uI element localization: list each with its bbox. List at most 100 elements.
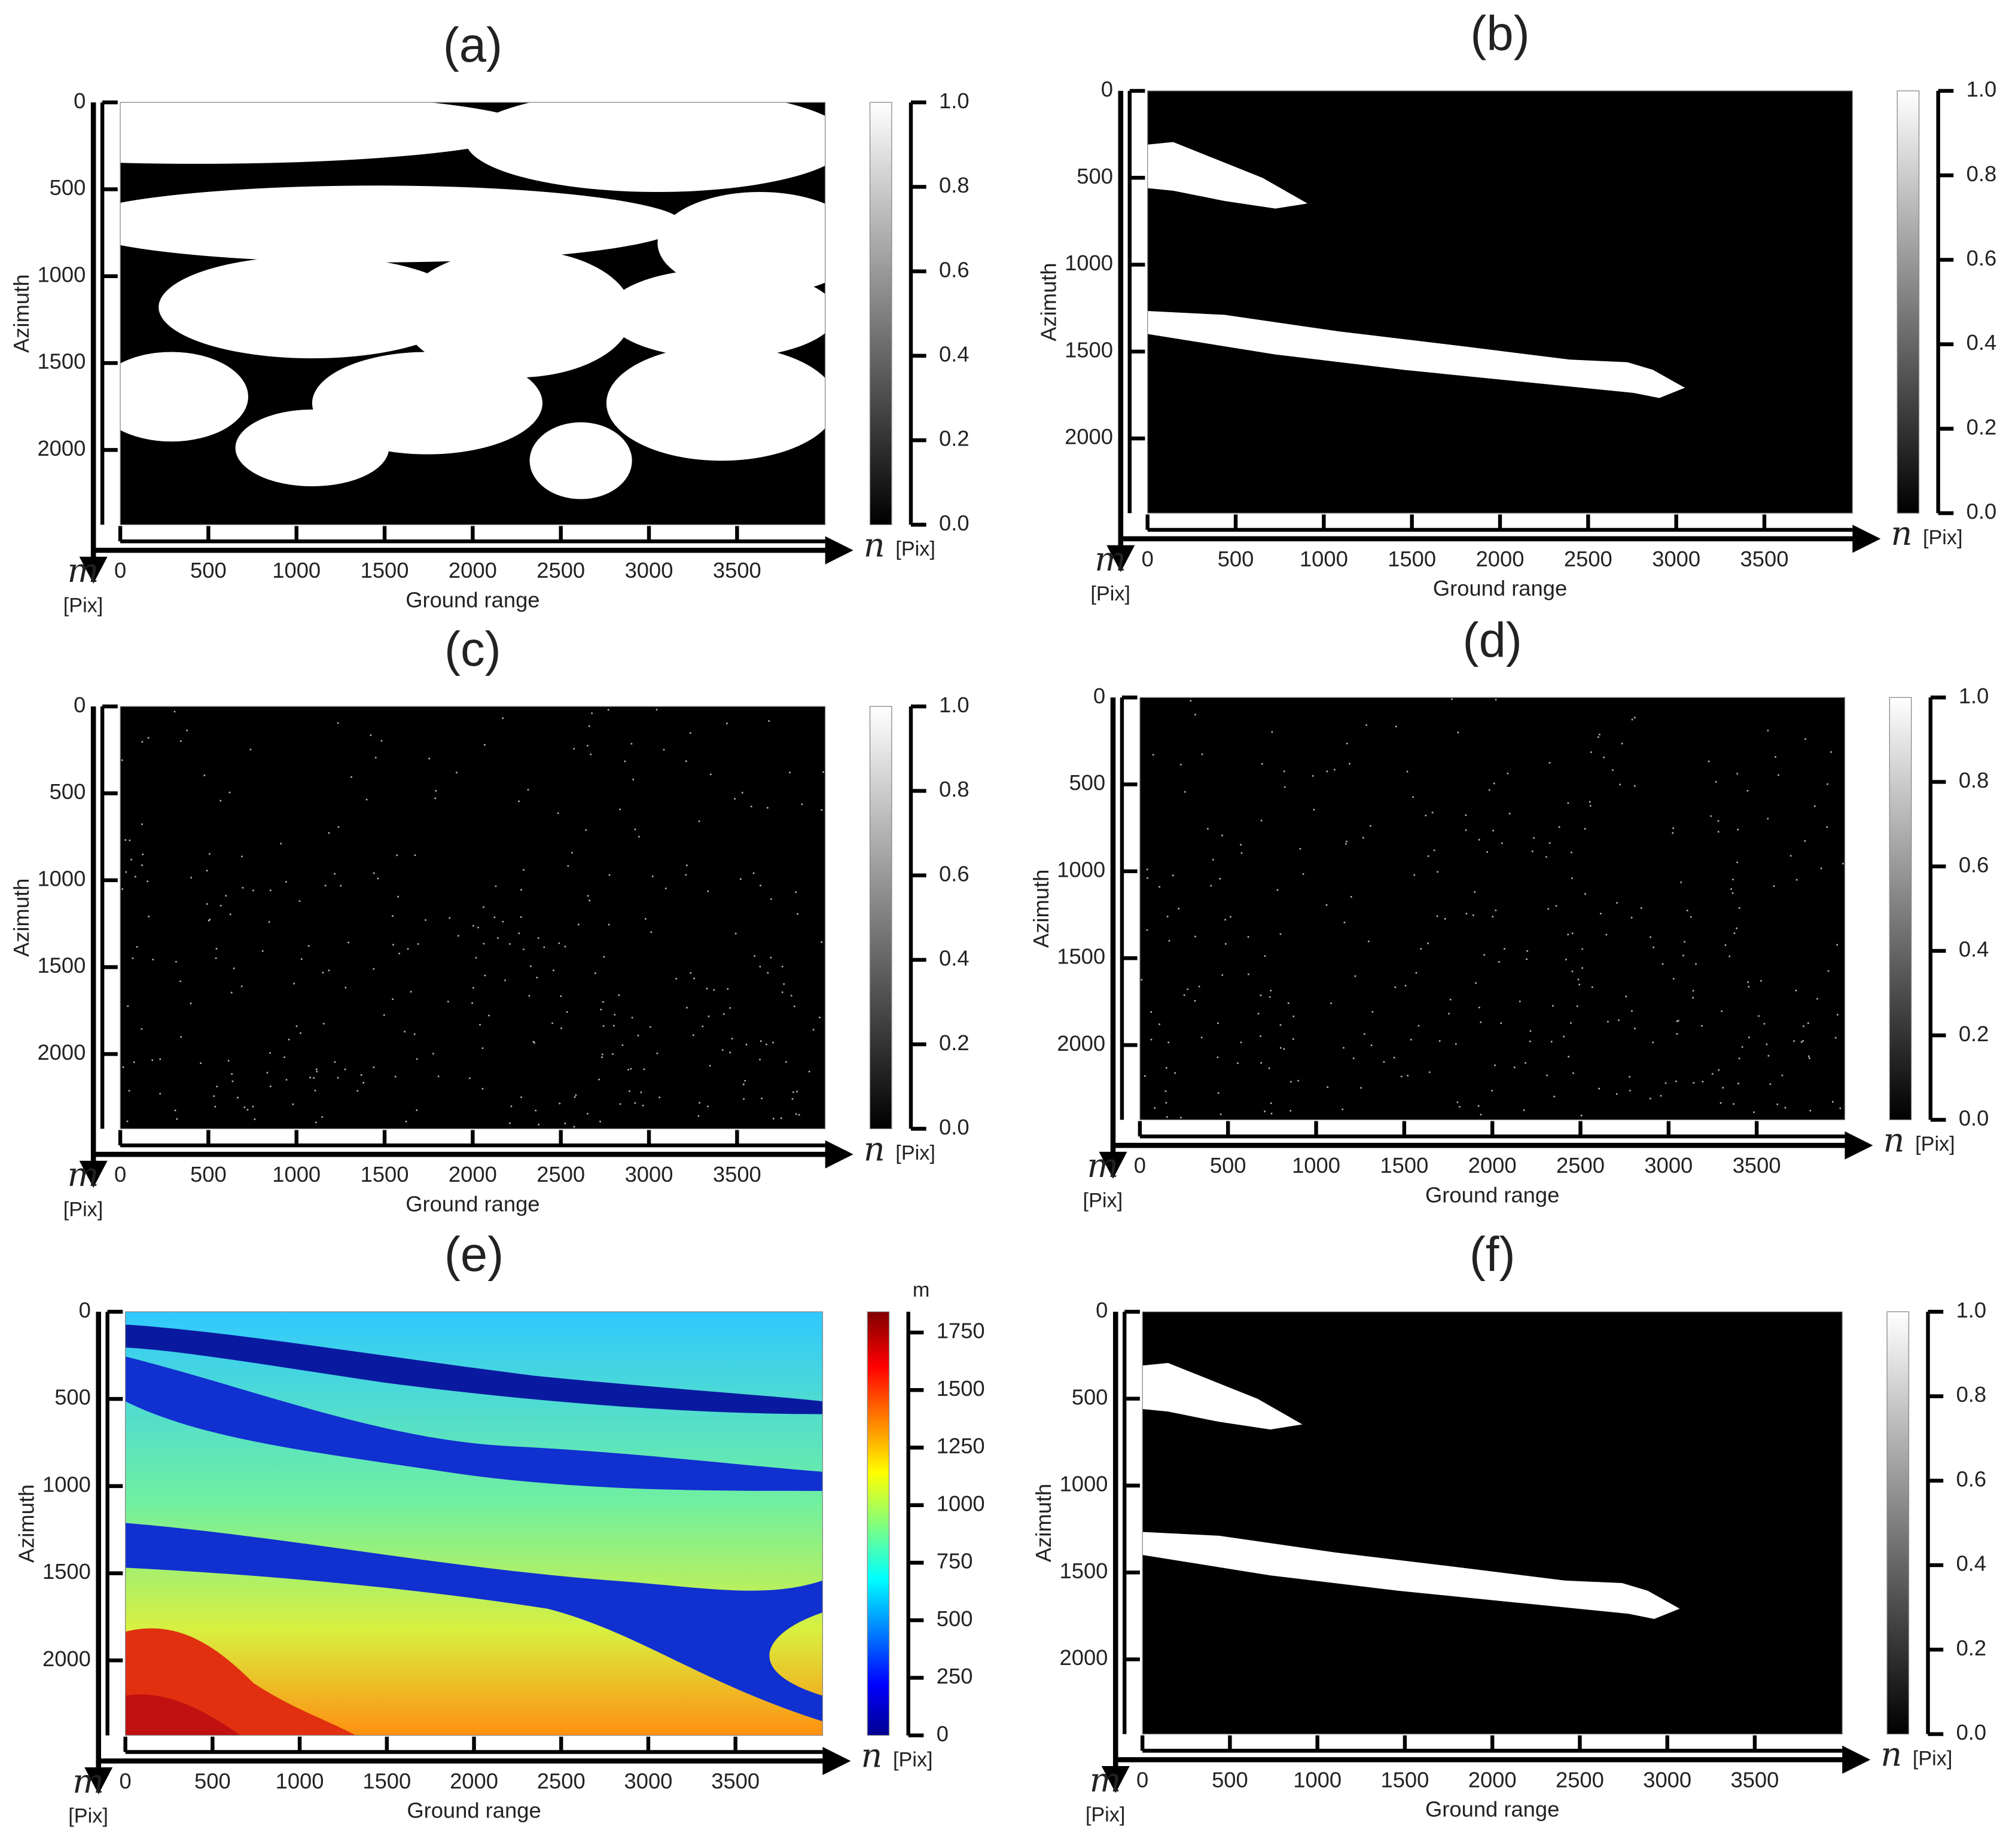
image-speck xyxy=(699,1102,700,1104)
image-speck xyxy=(1368,940,1370,943)
colorbar-tick-label: 0.2 xyxy=(1956,1636,1987,1660)
image-speck xyxy=(428,758,431,760)
y-tick-label: 500 xyxy=(1077,164,1113,188)
image-speck xyxy=(520,889,522,891)
image-speck xyxy=(471,1002,473,1004)
image-speck xyxy=(1693,1082,1695,1084)
image-speck xyxy=(231,1073,233,1075)
image-speck xyxy=(392,998,394,1000)
image-speck xyxy=(285,1079,288,1081)
x-tick-label: 3500 xyxy=(711,1768,760,1793)
image-speck xyxy=(434,797,437,800)
image-speck xyxy=(812,1029,815,1031)
y-axis-label: Azimuth xyxy=(1036,263,1061,341)
image-speck xyxy=(334,873,336,875)
image-speck xyxy=(1500,1022,1502,1024)
image-speck xyxy=(1475,982,1477,984)
image-speck xyxy=(528,995,531,997)
image-speck xyxy=(650,1026,651,1028)
image-speck xyxy=(481,1088,484,1090)
image-speck xyxy=(1297,1079,1299,1082)
image-speck xyxy=(1217,1056,1219,1059)
image-speck xyxy=(1240,844,1242,846)
image-speck xyxy=(656,1053,658,1054)
image-speck xyxy=(1383,1061,1385,1063)
image-speck xyxy=(663,749,665,751)
image-speck xyxy=(791,1098,794,1100)
image-speck xyxy=(241,855,243,858)
image-speck xyxy=(1489,789,1490,791)
x-axis-arrow xyxy=(825,1140,853,1169)
y-tick-label: 500 xyxy=(54,1385,91,1410)
image-speck xyxy=(416,1109,418,1111)
image-speck xyxy=(1141,978,1143,981)
image-speck xyxy=(1166,916,1169,917)
x-tick-label: 2500 xyxy=(1556,1153,1605,1178)
image-speck xyxy=(1350,896,1352,898)
image-speck xyxy=(664,888,667,889)
image-speck xyxy=(1495,699,1497,701)
image-speck xyxy=(566,1011,568,1013)
image-frame xyxy=(120,706,826,1130)
image-speck xyxy=(203,774,206,776)
image-speck xyxy=(316,1071,318,1073)
image-speck xyxy=(1269,996,1271,998)
image-speck xyxy=(1330,1002,1332,1004)
image-speck xyxy=(634,828,636,831)
image-speck xyxy=(1190,700,1192,702)
colorbar-tick-label: 0.0 xyxy=(1959,1106,1989,1130)
colorbar-tick-label: 250 xyxy=(937,1664,973,1688)
image-speck xyxy=(307,945,310,947)
image-speck xyxy=(268,921,270,923)
image-speck xyxy=(693,977,695,980)
image-speck xyxy=(1478,838,1480,841)
image-speck xyxy=(1525,1062,1526,1064)
colorbar-tick-label: 0.4 xyxy=(1956,1551,1987,1576)
colorbar-tick-label: 0.0 xyxy=(939,1115,970,1139)
image-speck xyxy=(1652,1041,1654,1044)
image-speck xyxy=(151,1059,154,1061)
colorbar-tick-label: 1500 xyxy=(937,1376,985,1401)
panel-title: (d) xyxy=(1463,613,1522,667)
image-speck xyxy=(557,812,559,814)
image-region xyxy=(125,1694,241,1736)
image-speck xyxy=(1664,1082,1667,1084)
x-tick-label: 3000 xyxy=(1652,547,1700,571)
image-speck xyxy=(1695,963,1697,965)
image-speck xyxy=(598,1078,600,1081)
image-speck xyxy=(702,1025,704,1027)
image-speck xyxy=(1682,955,1684,957)
image-speck xyxy=(1826,826,1828,828)
image-speck xyxy=(689,732,691,734)
image-speck xyxy=(1633,785,1636,787)
image-speck xyxy=(658,1096,661,1099)
y-axis-arrow xyxy=(1101,1766,1130,1793)
image-speck xyxy=(533,1042,535,1044)
image-speck xyxy=(1279,933,1282,935)
image-speck xyxy=(686,864,688,867)
image-speck xyxy=(1283,770,1285,773)
y-tick-label: 1500 xyxy=(42,1559,91,1584)
image-speck xyxy=(1708,760,1710,763)
image-speck xyxy=(1615,1093,1618,1095)
colorbar-tick-label: 0.2 xyxy=(1959,1021,1989,1046)
image-speck xyxy=(619,809,621,810)
y-tick-label: 500 xyxy=(50,175,86,200)
image-speck xyxy=(270,889,272,892)
image-speck xyxy=(603,956,605,958)
image-speck xyxy=(328,832,330,834)
image-speck xyxy=(215,947,218,950)
x-axis-arrow xyxy=(825,536,853,565)
image-speck xyxy=(1194,935,1196,938)
image-speck xyxy=(269,1085,272,1087)
image-region xyxy=(1147,142,1308,209)
image-speck xyxy=(1410,1039,1412,1041)
y-tick-label: 500 xyxy=(1072,1385,1108,1409)
image-speck xyxy=(1809,1109,1812,1112)
image-speck xyxy=(285,881,287,883)
image-speck xyxy=(1164,1090,1167,1092)
image-speck xyxy=(1194,1000,1196,1002)
image-speck xyxy=(502,717,504,719)
image-speck xyxy=(619,1103,621,1105)
image-speck xyxy=(416,1058,418,1060)
